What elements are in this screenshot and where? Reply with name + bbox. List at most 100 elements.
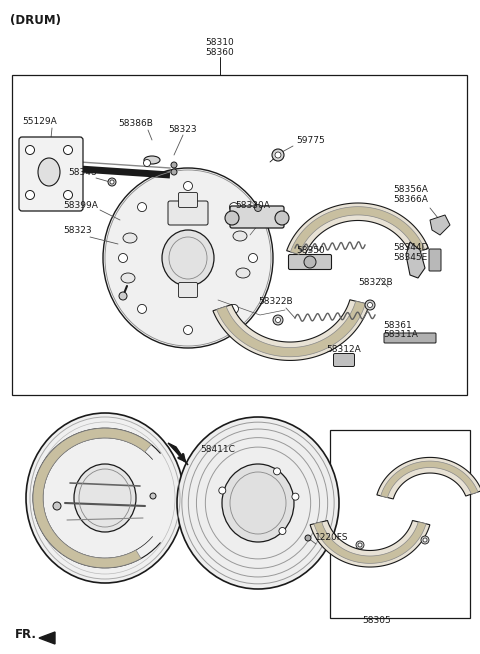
Text: 58305: 58305	[362, 616, 391, 625]
Text: 58344D: 58344D	[393, 243, 428, 252]
Text: 55129A: 55129A	[22, 117, 57, 126]
Circle shape	[183, 182, 192, 190]
FancyBboxPatch shape	[19, 137, 83, 211]
Ellipse shape	[233, 231, 247, 241]
Circle shape	[219, 487, 226, 494]
Polygon shape	[310, 521, 430, 567]
Circle shape	[119, 254, 128, 262]
Circle shape	[108, 178, 116, 186]
Text: 58386B: 58386B	[118, 119, 153, 128]
Circle shape	[423, 538, 427, 542]
Circle shape	[365, 300, 375, 310]
Ellipse shape	[123, 233, 137, 243]
Polygon shape	[430, 215, 450, 235]
Circle shape	[273, 315, 283, 325]
Polygon shape	[33, 428, 151, 568]
Text: 58345E: 58345E	[393, 253, 427, 262]
Circle shape	[25, 190, 35, 199]
Ellipse shape	[103, 168, 273, 348]
FancyBboxPatch shape	[168, 201, 208, 225]
Polygon shape	[314, 522, 426, 563]
Circle shape	[275, 152, 281, 158]
Ellipse shape	[144, 156, 160, 164]
Polygon shape	[39, 632, 55, 644]
Text: 58360: 58360	[205, 48, 234, 57]
Ellipse shape	[26, 413, 184, 583]
Polygon shape	[377, 457, 480, 499]
Circle shape	[272, 149, 284, 161]
Circle shape	[138, 203, 146, 212]
Circle shape	[276, 317, 280, 322]
Ellipse shape	[222, 464, 294, 542]
Circle shape	[279, 528, 286, 534]
Bar	[12, 75, 467, 395]
Circle shape	[150, 493, 156, 499]
Circle shape	[368, 303, 372, 307]
Circle shape	[138, 304, 146, 313]
Text: 58322B: 58322B	[258, 297, 293, 306]
Text: 58322B: 58322B	[358, 278, 393, 287]
Circle shape	[171, 169, 177, 175]
Circle shape	[225, 211, 239, 225]
Text: 58399A: 58399A	[63, 201, 98, 210]
Circle shape	[229, 304, 239, 313]
Text: 58312A: 58312A	[326, 345, 361, 354]
Polygon shape	[216, 301, 365, 357]
Text: 58350: 58350	[296, 246, 325, 255]
Text: (DRUM): (DRUM)	[10, 14, 61, 27]
Circle shape	[63, 145, 72, 154]
Circle shape	[358, 543, 362, 547]
Circle shape	[275, 211, 289, 225]
Polygon shape	[406, 242, 425, 278]
Text: 58323: 58323	[168, 125, 197, 134]
Text: 58366A: 58366A	[393, 195, 428, 204]
Ellipse shape	[177, 417, 339, 589]
Circle shape	[229, 203, 239, 212]
Text: FR.: FR.	[15, 628, 37, 642]
Text: 58310: 58310	[205, 38, 234, 47]
Circle shape	[53, 502, 61, 510]
Circle shape	[183, 326, 192, 334]
Text: 1220FS: 1220FS	[315, 533, 348, 542]
FancyBboxPatch shape	[179, 283, 197, 298]
Ellipse shape	[38, 158, 60, 186]
Text: 58356A: 58356A	[393, 185, 428, 194]
Polygon shape	[290, 207, 425, 254]
Circle shape	[356, 541, 364, 549]
Circle shape	[292, 493, 299, 500]
Text: 58348: 58348	[68, 168, 96, 177]
FancyBboxPatch shape	[179, 192, 197, 207]
Circle shape	[144, 160, 151, 167]
Circle shape	[119, 292, 127, 300]
FancyBboxPatch shape	[384, 333, 436, 343]
Text: 58330A: 58330A	[235, 201, 270, 210]
Ellipse shape	[162, 230, 214, 286]
FancyBboxPatch shape	[288, 254, 332, 269]
Bar	[330, 430, 470, 618]
Polygon shape	[213, 300, 369, 360]
FancyBboxPatch shape	[334, 354, 355, 366]
Ellipse shape	[74, 464, 136, 532]
Text: 58311A: 58311A	[383, 330, 418, 339]
FancyBboxPatch shape	[230, 206, 284, 228]
Circle shape	[304, 256, 316, 268]
Circle shape	[274, 468, 280, 475]
Text: 58361: 58361	[383, 321, 412, 330]
Text: 59775: 59775	[296, 136, 325, 145]
Polygon shape	[381, 461, 478, 498]
FancyBboxPatch shape	[429, 249, 441, 271]
Circle shape	[25, 145, 35, 154]
Ellipse shape	[236, 268, 250, 278]
Circle shape	[305, 535, 311, 541]
Polygon shape	[287, 203, 429, 256]
Circle shape	[249, 254, 257, 262]
Ellipse shape	[121, 273, 135, 283]
Circle shape	[421, 536, 429, 544]
Text: 58411C: 58411C	[200, 445, 235, 454]
Circle shape	[254, 205, 262, 211]
Polygon shape	[168, 443, 188, 465]
Circle shape	[110, 180, 114, 184]
Circle shape	[171, 162, 177, 168]
Circle shape	[63, 190, 72, 199]
Text: 58323: 58323	[63, 226, 92, 235]
